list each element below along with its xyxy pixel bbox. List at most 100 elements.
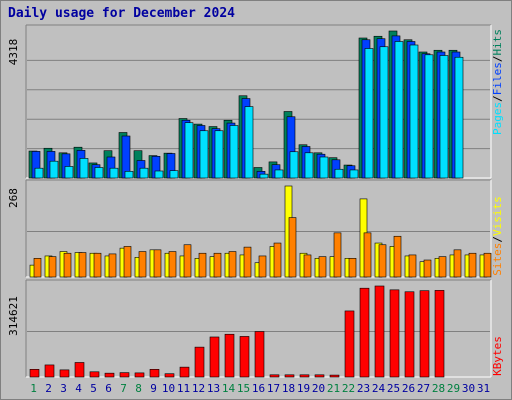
sites-bar	[273, 242, 282, 278]
kbytes-bar	[254, 331, 265, 378]
sites-bar	[468, 252, 477, 278]
day-label: 31	[477, 382, 490, 395]
kbytes-bar	[59, 369, 70, 378]
legend-label: Pages/Files/Hits	[491, 29, 504, 135]
sites-bar	[453, 249, 462, 278]
pages-bar	[289, 151, 299, 179]
pages-bar	[124, 171, 134, 179]
kbytes-bar	[359, 287, 370, 378]
sites-bar	[63, 252, 72, 278]
day-label: 1	[30, 382, 37, 395]
kbytes-bar	[419, 290, 430, 378]
pages-bar	[154, 170, 164, 179]
legend-label: Sites/Visits	[491, 196, 504, 276]
day-label: 19	[297, 382, 310, 395]
day-label: 26	[402, 382, 415, 395]
sites-bar	[33, 258, 42, 278]
legend-entry: /	[491, 95, 504, 102]
day-label: 6	[105, 382, 112, 395]
kbytes-bar	[119, 372, 130, 378]
day-label: 25	[387, 382, 400, 395]
sites-bar	[348, 258, 357, 278]
pages-bar	[229, 125, 239, 179]
sites-bar	[153, 249, 162, 278]
day-label: 2	[45, 382, 52, 395]
sites-bar	[333, 232, 342, 278]
kbytes-bar	[74, 362, 85, 378]
kbytes-bar	[134, 372, 145, 378]
pages-bar	[304, 152, 314, 179]
kbytes-bar	[329, 374, 340, 378]
kbytes-bar	[29, 369, 40, 378]
kbytes-bar	[209, 336, 220, 378]
legend-entry: Visits	[491, 196, 504, 236]
sites-bar	[423, 259, 432, 278]
pages-bar	[109, 167, 119, 179]
pages-bar	[274, 169, 284, 179]
kbytes-bar	[194, 346, 205, 378]
sites-bar	[318, 256, 327, 278]
day-label: 14	[222, 382, 236, 395]
kbytes-bar	[224, 333, 235, 378]
day-label: 16	[252, 382, 265, 395]
day-label: 9	[150, 382, 157, 395]
sites-bar	[198, 252, 207, 278]
sites-bar	[78, 252, 87, 278]
kbytes-bar	[434, 290, 445, 378]
kbytes-bar	[344, 310, 355, 378]
legend-entry: Sites	[491, 243, 504, 276]
sites-bar	[108, 253, 117, 278]
pages-bar	[349, 169, 359, 179]
sites-bar	[393, 235, 402, 278]
kbytes-bar	[404, 291, 415, 378]
day-label: 12	[192, 382, 205, 395]
kbytes-bar	[179, 366, 190, 378]
y-max-label: 314621	[7, 296, 20, 336]
pages-bar	[244, 106, 254, 179]
pages-bar	[94, 167, 104, 179]
sites-bar	[93, 252, 102, 278]
pages-bar	[34, 167, 44, 179]
sites-bar	[483, 252, 492, 278]
sites-bar	[123, 246, 132, 278]
sites-bar	[258, 255, 267, 278]
pages-bar	[439, 55, 449, 179]
chart-title: Daily usage for December 2024	[8, 6, 235, 21]
legend-entry: Hits	[491, 29, 504, 56]
sites-bar	[408, 254, 417, 278]
day-label: 30	[462, 382, 475, 395]
kbytes-bar	[239, 336, 250, 378]
kbytes-bar	[389, 289, 400, 378]
day-label: 15	[237, 382, 250, 395]
pages-bar	[364, 48, 374, 179]
legend-entry: KBytes	[491, 336, 504, 376]
legend-label: KBytes	[491, 336, 504, 376]
sites-bar	[213, 252, 222, 278]
day-label: 3	[60, 382, 67, 395]
pages-bar	[214, 130, 224, 179]
pages-bar	[49, 160, 59, 179]
kbytes-bar	[374, 285, 385, 378]
legend-entry: /	[491, 236, 504, 243]
kbytes-bar	[44, 364, 55, 378]
kbytes-bar	[314, 374, 325, 378]
day-label: 17	[267, 382, 280, 395]
sites-bar	[288, 217, 297, 278]
sites-bar	[378, 244, 387, 278]
pages-bar	[139, 167, 149, 179]
legend-entry: /	[491, 56, 504, 63]
day-label: 18	[282, 382, 295, 395]
sites-bar	[48, 256, 57, 278]
pages-bar	[259, 173, 269, 179]
kbytes-bar	[299, 374, 310, 378]
y-max-label: 4318	[7, 39, 20, 66]
day-label: 11	[177, 382, 190, 395]
kbytes-bar	[104, 372, 115, 378]
y-max-label: 268	[7, 188, 20, 208]
kbytes-bar	[89, 371, 100, 378]
day-label: 22	[342, 382, 355, 395]
legend-entry: Pages	[491, 102, 504, 135]
day-label: 29	[447, 382, 460, 395]
sites-bar	[168, 251, 177, 278]
